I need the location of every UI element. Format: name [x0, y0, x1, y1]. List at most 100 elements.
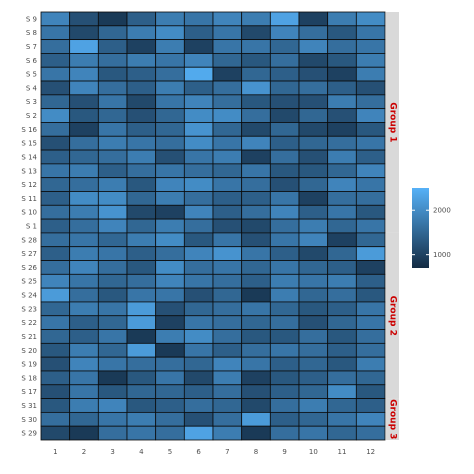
heatmap-cell: [269, 246, 300, 261]
heatmap-cell: [155, 177, 185, 192]
heatmap-cell: [298, 135, 329, 151]
heatmap-cell: [355, 411, 386, 427]
heatmap-cell: [298, 122, 329, 137]
heatmap-cell: [212, 287, 243, 303]
heatmap-cell: [155, 39, 185, 54]
heatmap-cell: [97, 342, 128, 358]
heatmap-cell: [126, 246, 157, 261]
x-tick-label: 2: [82, 448, 86, 456]
heatmap-cell: [40, 287, 71, 303]
heatmap-cell: [241, 122, 271, 137]
heatmap-cell: [355, 260, 386, 275]
heatmap-cell: [69, 425, 99, 441]
facet-strip: [386, 232, 399, 399]
heatmap-cell: [69, 398, 99, 413]
y-tick-label: S 21: [21, 333, 37, 341]
heatmap-cell: [40, 191, 71, 206]
heatmap-cell: [327, 329, 357, 344]
heatmap-cell: [241, 53, 271, 68]
heatmap-cell: [97, 149, 128, 165]
heatmap-cell: [212, 204, 243, 220]
heatmap-cell: [269, 301, 300, 317]
heatmap-cell: [126, 384, 157, 399]
heatmap-cell: [212, 260, 243, 275]
heatmap-cell: [212, 273, 243, 289]
y-tick-label: S 13: [21, 167, 37, 175]
heatmap-cell: [298, 94, 329, 110]
heatmap-cell: [69, 315, 99, 330]
heatmap-cell: [327, 384, 357, 399]
heatmap-cell: [269, 384, 300, 399]
heatmap-cell: [69, 11, 99, 27]
y-tick-label: S 1: [26, 223, 37, 231]
heatmap-cell: [327, 370, 357, 386]
heatmap-cell: [327, 398, 357, 413]
heatmap-cell: [355, 315, 386, 330]
heatmap-cell: [298, 315, 329, 330]
heatmap-cell: [126, 315, 157, 330]
heatmap-cell: [241, 135, 271, 151]
heatmap-cell: [40, 232, 71, 248]
heatmap-cell: [355, 287, 386, 303]
heatmap-cell: [355, 329, 386, 344]
heatmap-cell: [327, 246, 357, 261]
heatmap-cell: [40, 411, 71, 427]
heatmap-cell: [183, 94, 214, 110]
heatmap-cell: [183, 204, 214, 220]
heatmap-cell: [269, 177, 300, 192]
heatmap-cell: [126, 80, 157, 96]
facet-strip-label: Group 2: [387, 296, 397, 336]
y-tick-label: S 31: [21, 402, 37, 410]
heatmap-cell: [126, 342, 157, 358]
heatmap-cell: [212, 384, 243, 399]
heatmap-cell: [155, 122, 185, 137]
heatmap-cell: [212, 122, 243, 137]
heatmap-cell: [40, 329, 71, 344]
y-tick-label: S 17: [21, 388, 37, 396]
heatmap-cell: [97, 398, 128, 413]
heatmap-cell: [69, 329, 99, 344]
heatmap-cell: [155, 135, 185, 151]
heatmap-cell: [155, 25, 185, 41]
heatmap-cell: [183, 370, 214, 386]
heatmap-cell: [69, 108, 99, 123]
heatmap-cell: [212, 25, 243, 41]
heatmap-cell: [269, 411, 300, 427]
heatmap-cell: [269, 204, 300, 220]
heatmap-cell: [212, 66, 243, 82]
heatmap-cell: [241, 411, 271, 427]
heatmap-cell: [155, 315, 185, 330]
heatmap-cell: [327, 287, 357, 303]
heatmap-cell: [212, 191, 243, 206]
heatmap-cell: [269, 135, 300, 151]
heatmap-cell: [269, 163, 300, 179]
heatmap-cell: [241, 177, 271, 192]
heatmap-cell: [298, 425, 329, 441]
heatmap-cell: [269, 149, 300, 165]
heatmap-cell: [126, 370, 157, 386]
heatmap-cell: [183, 356, 214, 372]
heatmap-cell: [183, 25, 214, 41]
heatmap-cell: [40, 342, 71, 358]
y-tick-label: S 6: [26, 57, 38, 65]
heatmap-cell: [126, 25, 157, 41]
heatmap-cell: [183, 425, 214, 441]
heatmap-cell: [69, 191, 99, 206]
heatmap-cell: [327, 204, 357, 220]
heatmap-cell: [269, 122, 300, 137]
heatmap-cell: [97, 411, 128, 427]
heatmap-cell: [183, 398, 214, 413]
heatmap-cell: [97, 177, 128, 192]
x-tick-label: 11: [338, 448, 347, 456]
heatmap-cell: [69, 384, 99, 399]
heatmap-cell: [97, 53, 128, 68]
heatmap-cell: [155, 260, 185, 275]
heatmap-cell: [212, 39, 243, 54]
heatmap-cell: [155, 273, 185, 289]
heatmap-cell: [126, 329, 157, 344]
heatmap-cell: [241, 370, 271, 386]
heatmap-cell: [183, 218, 214, 234]
y-tick-label: S 15: [21, 140, 37, 148]
heatmap-cell: [69, 53, 99, 68]
heatmap-cell: [327, 149, 357, 165]
